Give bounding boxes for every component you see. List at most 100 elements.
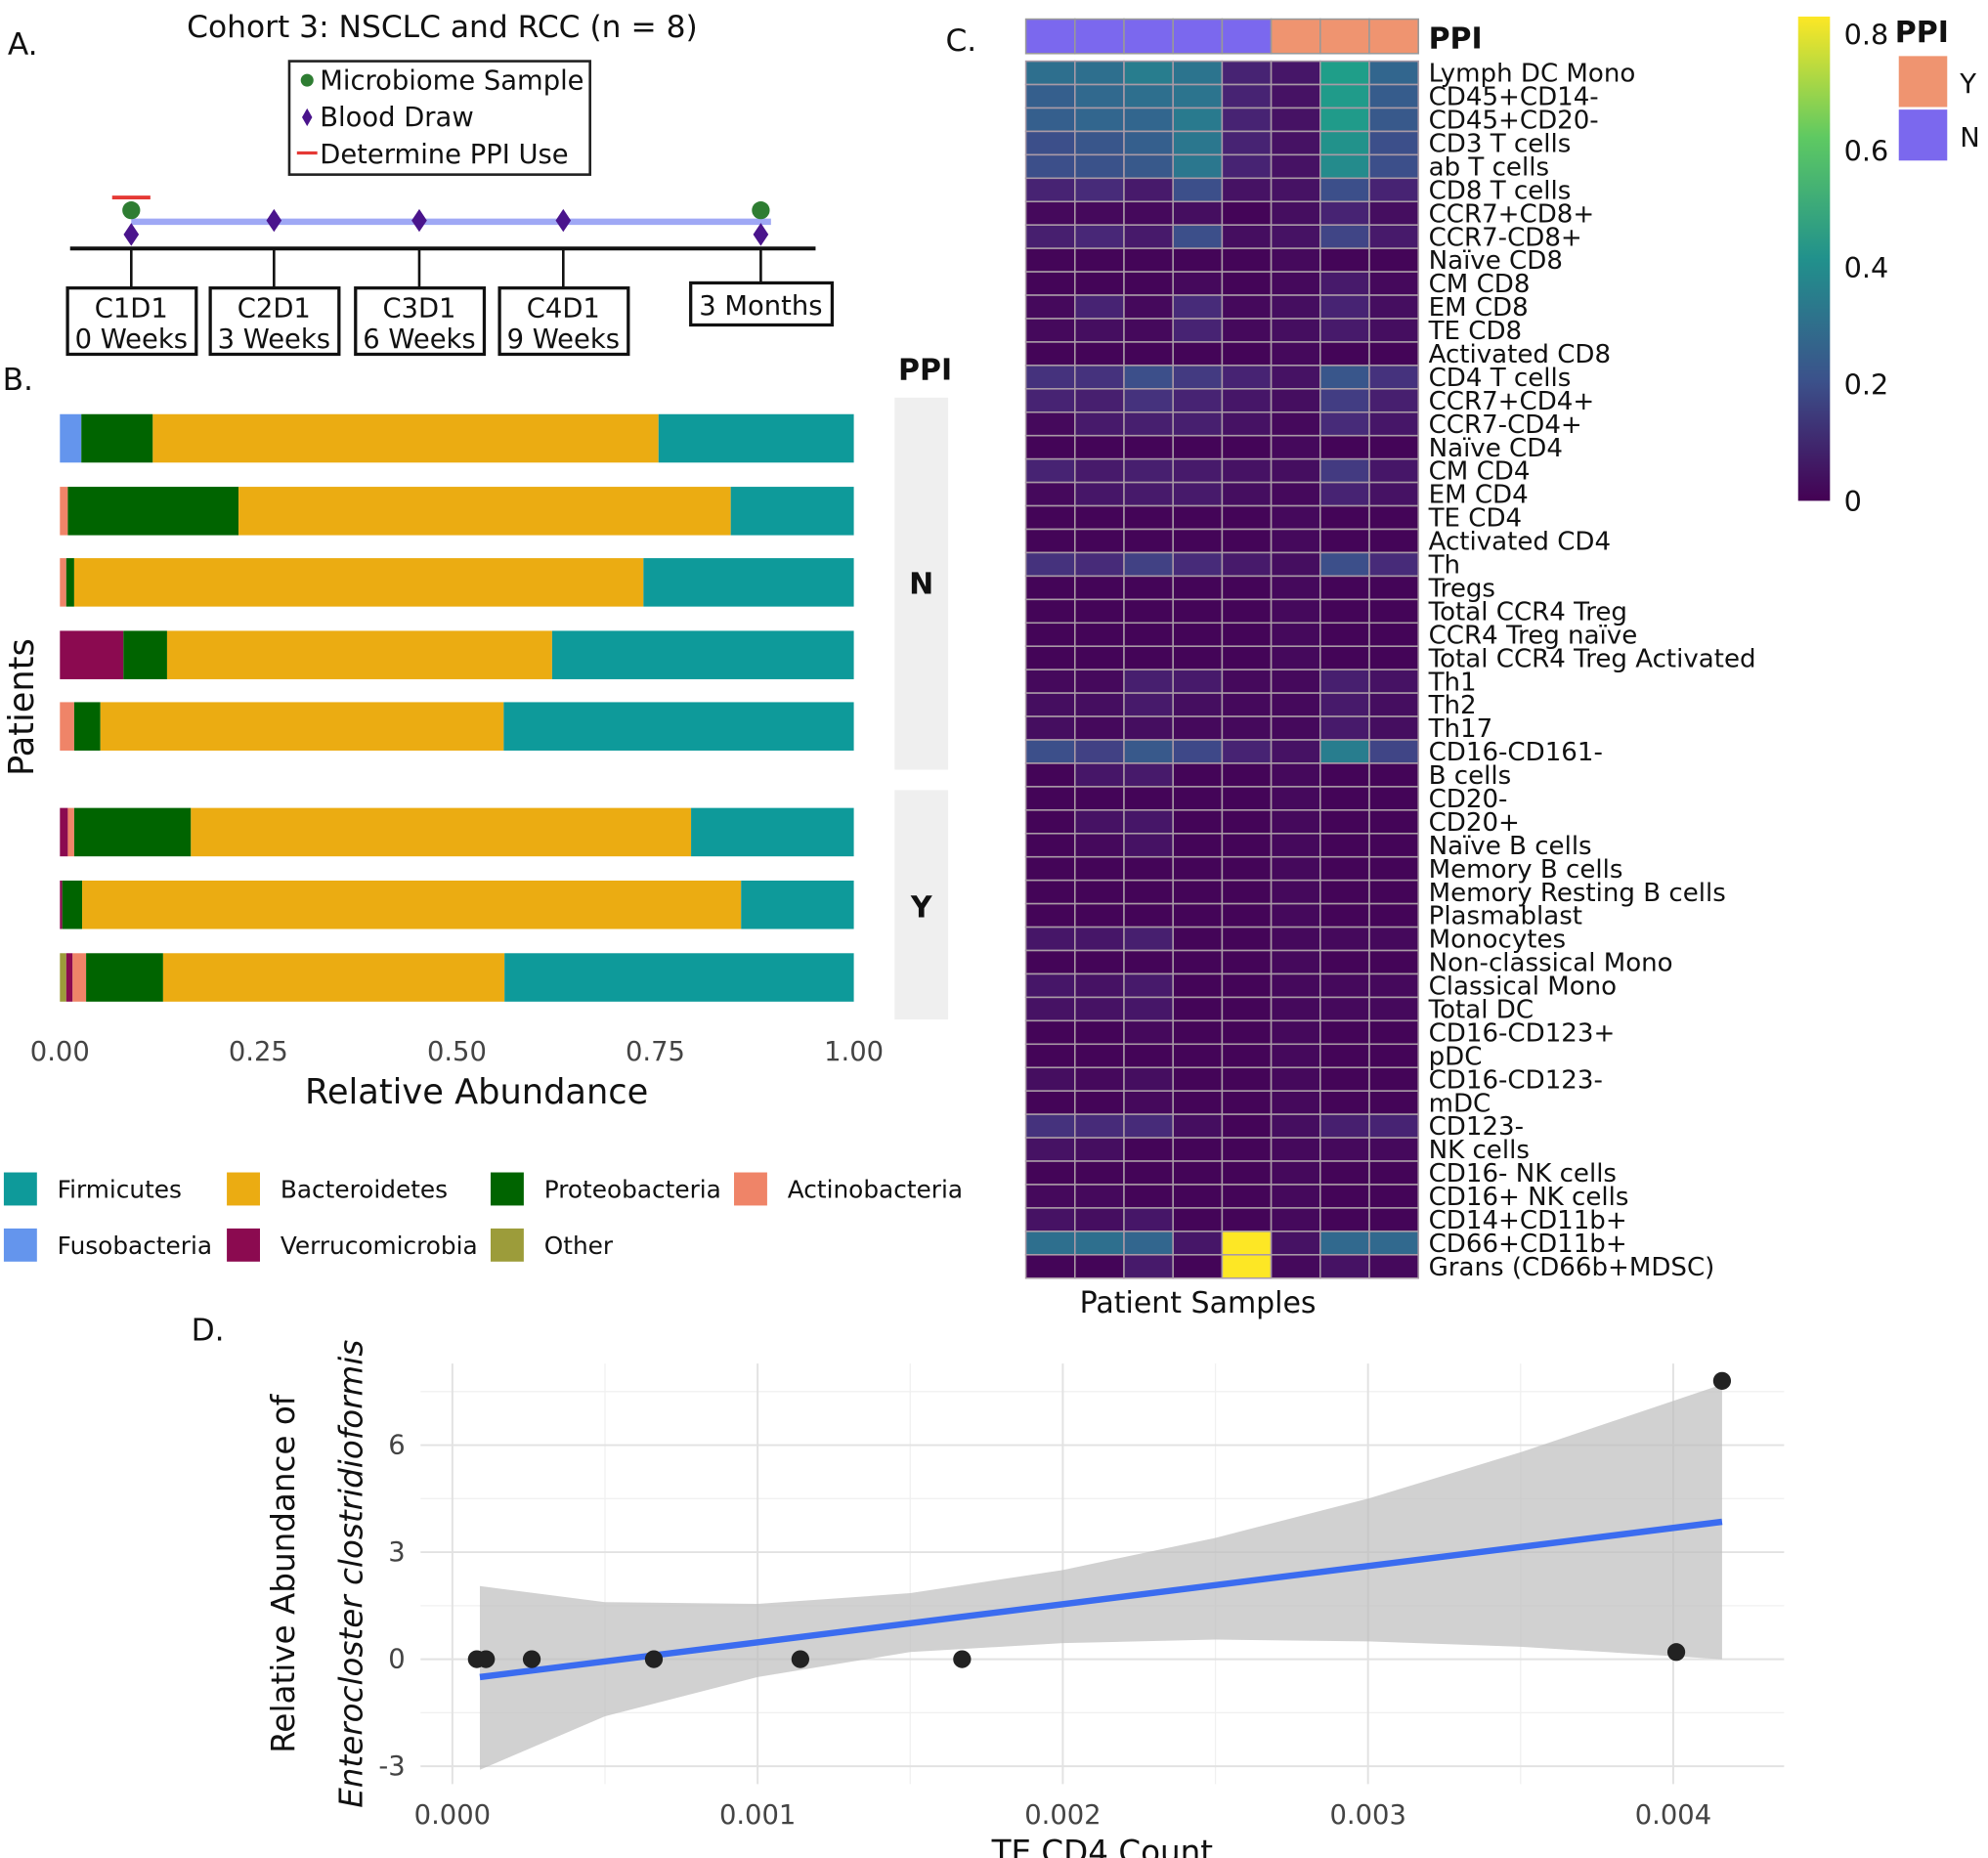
bar-segment-verrucomicrobia <box>65 953 73 1002</box>
heatmap-row-label: EM CD8 <box>1429 293 1529 323</box>
heatmap-cell <box>1074 669 1125 694</box>
heatmap-row-label: B cells <box>1429 761 1512 791</box>
heatmap-cell <box>1221 247 1273 273</box>
heatmap-cell <box>1221 1231 1273 1256</box>
heatmap-cell <box>1319 153 1370 180</box>
heatmap-cell <box>1368 879 1419 905</box>
panel-label-a: A. <box>8 27 38 63</box>
bar-segment-proteobacteria <box>73 807 192 857</box>
heatmap-row-label: Monocytes <box>1429 926 1566 955</box>
heatmap-cell <box>1172 1184 1224 1209</box>
heatmap-cell <box>1074 1019 1125 1046</box>
heatmap-cell <box>1172 481 1224 507</box>
heatmap-cell <box>1221 341 1273 367</box>
heatmap-cell <box>1123 1207 1174 1232</box>
bar-segment-fusobacteria <box>60 413 82 463</box>
heatmap-cell <box>1074 762 1125 788</box>
heatmap-cell <box>1221 902 1273 929</box>
heatmap-row-label: CD20+ <box>1429 808 1520 838</box>
heatmap-cell <box>1123 1066 1174 1092</box>
heatmap-cell <box>1319 1254 1370 1279</box>
heatmap-cell <box>1221 60 1273 86</box>
heatmap-cell <box>1221 271 1273 296</box>
heatmap-cell <box>1024 1113 1076 1139</box>
heatmap-cell <box>1368 247 1419 273</box>
heatmap-cell <box>1270 949 1321 975</box>
x-tick-label: 0.25 <box>229 1037 288 1067</box>
bar-segment-actinobacteria <box>60 702 74 751</box>
heatmap-cell <box>1270 457 1321 484</box>
heatmap-cell <box>1123 809 1174 835</box>
heatmap-cell <box>1368 669 1419 694</box>
heatmap-cell <box>1221 200 1273 226</box>
confidence-band <box>479 1384 1722 1770</box>
heatmap-cell <box>1270 669 1321 694</box>
heatmap-cell <box>1172 1160 1224 1186</box>
heatmap-cell <box>1123 177 1174 203</box>
heatmap-cell <box>1368 1043 1419 1069</box>
heatmap-cell <box>1074 388 1125 413</box>
heatmap-cell <box>1368 1160 1419 1186</box>
legend-label: Verrucomicrobia <box>281 1231 478 1260</box>
microbiome-sample-icon <box>300 73 314 87</box>
timepoint-weeks: 6 Weeks <box>363 324 475 355</box>
heatmap-cell <box>1123 1137 1174 1162</box>
heatmap-cell <box>1368 481 1419 507</box>
heatmap-cell <box>1172 1066 1224 1092</box>
heatmap-cell <box>1368 1137 1419 1162</box>
heatmap-cell <box>1368 1231 1419 1256</box>
heatmap-row-label: CCR7+CD8+ <box>1429 199 1595 229</box>
heatmap-cell <box>1024 83 1076 109</box>
heatmap-cell <box>1319 1090 1370 1115</box>
heatmap-cell <box>1368 271 1419 296</box>
heatmap-cell <box>1270 809 1321 835</box>
heatmap-cell <box>1368 318 1419 343</box>
heatmap-cell <box>1368 60 1419 86</box>
data-point <box>1712 1371 1732 1390</box>
heatmap-cell <box>1074 949 1125 975</box>
heatmap-cell <box>1368 365 1419 390</box>
heatmap-cell <box>1074 833 1125 858</box>
heatmap-row-label: CD8 T cells <box>1429 176 1572 205</box>
heatmap-cell <box>1270 365 1321 390</box>
heatmap-row-label: CD66+CD11b+ <box>1429 1230 1627 1259</box>
heatmap-cell <box>1024 692 1076 717</box>
heatmap-cell <box>1270 294 1321 320</box>
heatmap-cell <box>1221 949 1273 975</box>
heatmap-cell <box>1270 1160 1321 1186</box>
bar-segment-actinobacteria <box>67 807 74 857</box>
heatmap-cell <box>1172 271 1224 296</box>
bar-segment-bacteroidetes <box>191 807 692 857</box>
heatmap-cell <box>1221 786 1273 811</box>
bar-segment-actinobacteria <box>60 558 66 607</box>
heatmap-cell <box>1172 177 1224 203</box>
heatmap-cell <box>1074 1113 1125 1139</box>
heatmap-cell <box>1368 855 1419 882</box>
heatmap-cell <box>1172 809 1224 835</box>
heatmap-cell <box>1368 1184 1419 1209</box>
bar-segment-verrucomicrobia <box>60 630 124 679</box>
heatmap-cell <box>1319 528 1370 554</box>
heatmap-row-label: CD14+CD11b+ <box>1429 1206 1627 1235</box>
bar-segment-firmicutes <box>741 880 854 929</box>
bar-segment-actinobacteria <box>60 487 68 536</box>
heatmap-cell <box>1368 153 1419 180</box>
heatmap-cell <box>1123 902 1174 929</box>
heatmap-row-label: Memory B cells <box>1429 855 1623 885</box>
heatmap-cell <box>1221 1184 1273 1209</box>
ppi-legend-y-swatch <box>1898 56 1948 108</box>
bar-segment-firmicutes <box>730 487 854 536</box>
heatmap-cell <box>1074 645 1125 670</box>
heatmap-cell <box>1172 60 1224 86</box>
heatmap-cell <box>1074 1254 1125 1279</box>
heatmap-cell <box>1270 575 1321 601</box>
heatmap-cell <box>1024 1160 1076 1186</box>
heatmap-cell <box>1368 410 1419 437</box>
heatmap-cell <box>1319 692 1370 717</box>
heatmap-cell <box>1368 457 1419 484</box>
panel-label-b: B. <box>3 363 33 398</box>
heatmap-cell <box>1319 294 1370 320</box>
heatmap-cell <box>1368 809 1419 835</box>
heatmap-cell <box>1270 786 1321 811</box>
heatmap-cell <box>1074 434 1125 460</box>
